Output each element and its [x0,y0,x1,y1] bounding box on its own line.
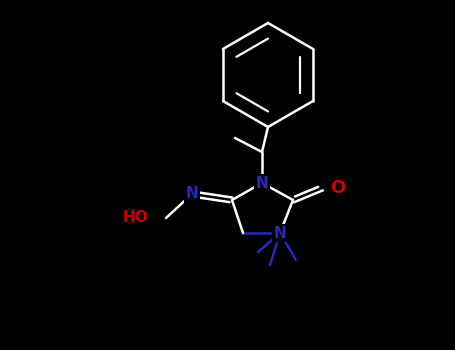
Text: O: O [330,179,345,197]
Text: N: N [186,187,198,202]
Text: N: N [256,175,268,190]
Text: HO: HO [122,210,148,225]
Text: N: N [273,225,286,240]
